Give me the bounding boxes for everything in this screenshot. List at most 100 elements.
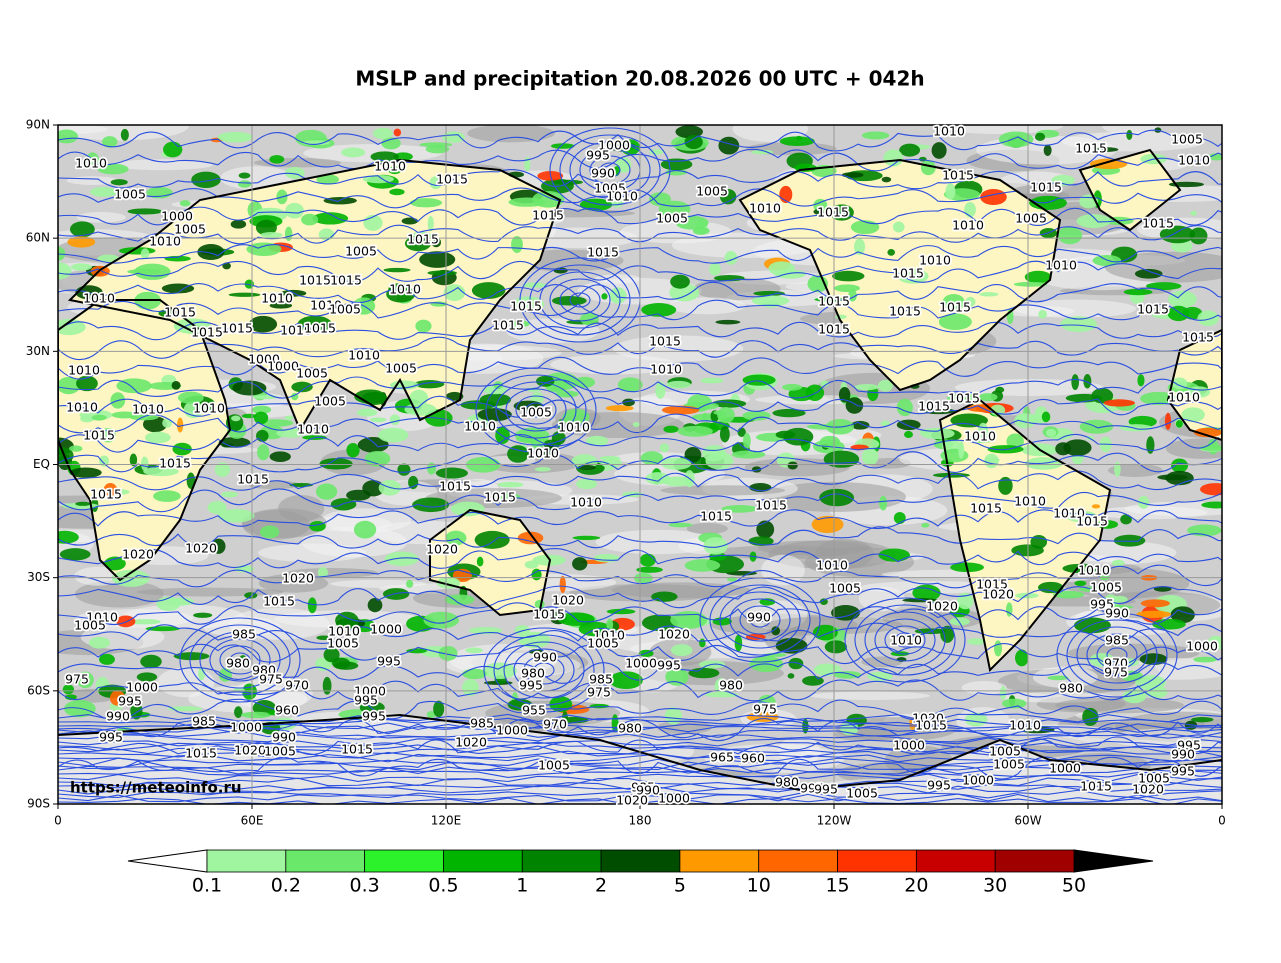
precip-patch: [307, 597, 317, 614]
precip-patch: [854, 238, 866, 256]
isobar-label: 1010: [464, 419, 496, 434]
precip-patch: [931, 142, 947, 159]
isobar: [58, 765, 1222, 775]
isobar-label: 1015: [436, 172, 468, 187]
cloud-streak: [809, 691, 931, 700]
precip-patch: [1119, 424, 1153, 432]
isobar-label: 1010: [527, 446, 559, 461]
precip-patch: [231, 415, 241, 422]
precip-patch: [896, 398, 913, 417]
precip-patch: [483, 662, 517, 680]
cloud-streak: [1165, 438, 1222, 459]
precip-patch: [99, 653, 115, 665]
isobar-label: 1015: [533, 607, 565, 622]
precip-patch: [116, 615, 136, 628]
precip-patch: [129, 619, 161, 625]
precip-patch: [620, 139, 641, 156]
precip-patch: [751, 149, 774, 155]
isobar-label: 1000: [1186, 639, 1218, 654]
precip-patch: [217, 131, 253, 143]
precip-patch: [880, 420, 890, 427]
isobar-label: 1010: [890, 633, 922, 648]
precip-patch: [1197, 310, 1219, 327]
isobar: [189, 624, 291, 696]
isobar-label: 1005: [696, 184, 728, 199]
cloud-streak: [936, 125, 1064, 135]
isobar-label: 1015: [237, 472, 269, 487]
isobar-label: 1020: [426, 542, 458, 557]
precip-patch: [820, 380, 829, 387]
precip-patch: [1076, 214, 1111, 229]
isobar: [58, 733, 1222, 743]
isobar-label: 1000: [267, 359, 299, 374]
isobar-label: 1010: [389, 282, 421, 297]
precip-patch: [412, 497, 450, 513]
isobar-label: 980: [775, 775, 799, 790]
precip-patch: [553, 267, 568, 274]
cloud-streak: [110, 159, 213, 171]
isobar-label: 1015: [1182, 330, 1214, 345]
precip-patch: [899, 143, 921, 157]
precip-patch: [572, 557, 588, 571]
precip-patch: [1171, 377, 1188, 390]
precip-patch: [861, 131, 890, 140]
isobar-label: 1015: [299, 273, 331, 288]
isobar: [529, 264, 631, 336]
precip-patch: [692, 226, 710, 235]
precip-patch: [1193, 656, 1217, 663]
precip-patch: [964, 201, 976, 218]
precip-patch: [217, 508, 255, 523]
precip-patch: [819, 435, 841, 449]
isobar-label: 980: [719, 678, 743, 693]
isobar-label: 980: [618, 721, 642, 736]
precip-patch: [879, 495, 888, 511]
precip-patch: [507, 698, 533, 711]
precip-patch: [77, 671, 94, 689]
isobar-label: 1000: [1049, 761, 1081, 776]
precip-patch: [599, 455, 621, 461]
precip-patch: [897, 268, 929, 284]
precip-patch: [58, 530, 79, 544]
isobar-label: 1010: [86, 610, 118, 625]
precip-patch: [1126, 129, 1133, 140]
precip-patch: [511, 235, 523, 254]
precip-patch: [130, 702, 143, 720]
isobar: [58, 745, 1222, 755]
isobar: [549, 278, 611, 322]
precip-patch: [756, 520, 775, 539]
isobar-label: 995: [1177, 738, 1201, 753]
precip-patch: [720, 189, 737, 205]
precip-patch: [238, 655, 248, 667]
precip-patch: [1137, 374, 1145, 387]
isobar: [483, 627, 605, 713]
precip-patch: [1063, 439, 1092, 456]
precip-patch: [419, 251, 456, 268]
isobar-label: 990: [106, 709, 130, 724]
isobar: [569, 292, 591, 308]
colorbar-label: 0.3: [350, 875, 380, 897]
colorbar-box: [206, 849, 287, 873]
isobar-label: 1010: [132, 402, 164, 417]
isobar: [58, 773, 1222, 783]
isobar-label: 1015: [191, 325, 223, 340]
isobar-label: 1015: [939, 300, 971, 315]
isobar: [58, 470, 1222, 492]
precip-patch: [252, 405, 272, 414]
isobar-label: 1020: [185, 541, 217, 556]
isobar: [58, 761, 1222, 771]
isobar-label: 1015: [1030, 180, 1062, 195]
precip-patch: [661, 457, 692, 470]
precip-patch: [319, 458, 353, 470]
cloud-streak: [757, 540, 870, 556]
isobar-label: 1015: [1075, 141, 1107, 156]
isobar-label: 1010: [328, 624, 360, 639]
precip-patch: [269, 155, 285, 164]
precip-patch: [1015, 649, 1029, 667]
isobar: [709, 584, 811, 656]
isobar: [58, 769, 1222, 778]
precip-patch: [771, 626, 781, 636]
precip-patch: [1013, 281, 1048, 287]
precip-patch: [425, 144, 450, 154]
isobar-label: 1010: [1009, 718, 1041, 733]
